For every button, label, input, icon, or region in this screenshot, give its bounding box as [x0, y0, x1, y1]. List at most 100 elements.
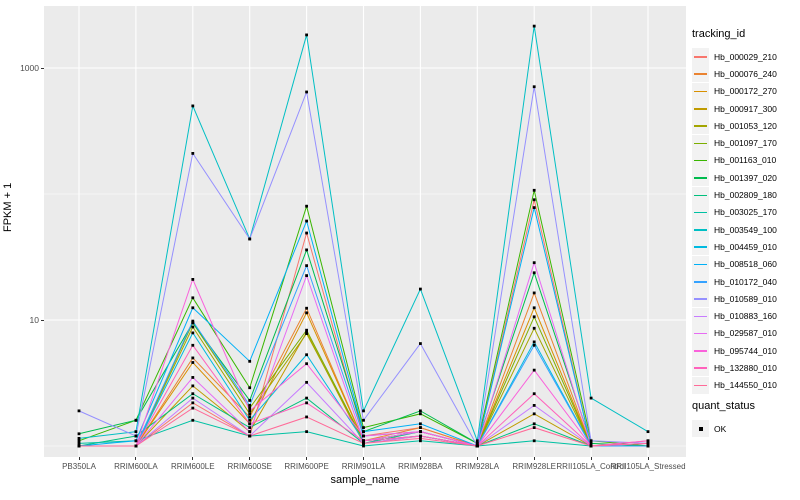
- data-point: [646, 430, 650, 434]
- x-tick-label: RRIM928BA: [398, 462, 443, 471]
- legend-item: Hb_095744_010: [692, 342, 777, 360]
- x-tick-label: RRIM600LE: [171, 462, 215, 471]
- legend-key: [692, 134, 709, 152]
- data-point: [248, 399, 252, 402]
- data-point: [191, 384, 195, 388]
- legend-line-icon: [694, 211, 707, 214]
- data-point: [362, 439, 365, 443]
- data-point: [134, 439, 138, 443]
- y-tick-label: 1000: [20, 63, 39, 73]
- legend-item-label: Hb_001097_170: [714, 138, 777, 149]
- data-point: [362, 444, 365, 448]
- legend-key: [692, 186, 709, 204]
- data-point: [305, 33, 308, 37]
- data-point: [191, 396, 195, 400]
- data-point: [191, 319, 195, 323]
- legend-item-label: Hb_000917_300: [714, 103, 777, 114]
- legend-item-label: Hb_000029_210: [714, 51, 777, 62]
- data-point: [134, 418, 138, 422]
- x-tick: [306, 457, 308, 460]
- legend-item: Hb_000172_270: [692, 82, 777, 100]
- data-point: [191, 325, 195, 329]
- legend-line-icon: [694, 159, 707, 162]
- data-point: [532, 85, 536, 89]
- data-point: [646, 439, 650, 443]
- x-tick-label: RRIM600SE: [227, 462, 272, 471]
- data-point: [532, 343, 536, 347]
- legend-line-icon: [694, 315, 707, 318]
- legend2-item-label: OK: [714, 423, 727, 434]
- data-point: [305, 306, 308, 310]
- legend-key: [692, 151, 709, 169]
- legend-item-label: Hb_001053_120: [714, 120, 777, 131]
- data-point: [191, 343, 195, 347]
- legend-key: [692, 48, 709, 66]
- plot-panel: [44, 6, 686, 457]
- data-point: [134, 430, 138, 434]
- data-point: [248, 418, 252, 422]
- legend-key: [692, 238, 709, 256]
- data-point: [248, 412, 252, 416]
- legend-item: Hb_010172_040: [692, 273, 777, 290]
- data-point: [305, 430, 308, 434]
- legend-item: Hb_008518_060: [692, 255, 777, 273]
- legend-key: [692, 255, 709, 273]
- legend-line-icon: [694, 229, 707, 231]
- data-point: [305, 248, 308, 252]
- legend-item-label: Hb_010589_010: [714, 293, 777, 304]
- data-point: [191, 406, 195, 410]
- legend-item: Hb_000076_240: [692, 65, 777, 83]
- legend-item: Hb_000029_210: [692, 48, 777, 66]
- legend-key: [692, 203, 709, 221]
- data-point: [532, 24, 536, 28]
- legend-item-label: Hb_000172_270: [714, 86, 777, 97]
- legend-key: [692, 324, 709, 342]
- data-point: [305, 353, 308, 357]
- legend-key: [692, 100, 709, 118]
- legend-key: [692, 376, 709, 394]
- data-point: [248, 409, 252, 413]
- x-tick-label: RRIM600PE: [284, 462, 329, 471]
- data-point: [191, 331, 195, 335]
- data-point: [589, 439, 593, 443]
- data-point: [191, 306, 195, 310]
- y-axis-title: FPKM + 1: [2, 182, 14, 232]
- data-point: [589, 396, 593, 400]
- legend-line-icon: [694, 125, 707, 127]
- legend-key: [692, 273, 709, 290]
- data-point: [419, 426, 422, 429]
- data-point: [248, 434, 252, 438]
- data-point: [191, 278, 195, 281]
- data-point: [305, 311, 308, 315]
- data-point: [475, 439, 479, 443]
- data-point: [248, 406, 252, 410]
- data-point: [191, 356, 195, 360]
- data-point: [532, 198, 536, 202]
- legend-item: Hb_010589_010: [692, 290, 777, 308]
- data-point: [532, 261, 536, 265]
- data-point: [646, 444, 650, 448]
- ok-marker-key: [692, 420, 709, 438]
- data-point: [305, 401, 308, 405]
- data-point: [77, 439, 81, 443]
- legend-item-label: Hb_008518_060: [714, 259, 777, 270]
- legend-item: Hb_132880_010: [692, 359, 777, 377]
- data-point: [532, 315, 536, 319]
- data-point: [191, 296, 195, 300]
- legend-line-icon: [694, 142, 707, 145]
- x-tick: [590, 457, 592, 460]
- legend-line-icon: [694, 108, 707, 110]
- data-point: [191, 104, 195, 108]
- data-point: [248, 422, 252, 426]
- data-point: [305, 219, 308, 223]
- data-point: [419, 439, 422, 443]
- data-point: [305, 332, 308, 335]
- x-axis-title: sample_name: [330, 474, 400, 486]
- data-point: [589, 441, 593, 445]
- data-point: [77, 436, 81, 440]
- legend-item-label: Hb_095744_010: [714, 345, 777, 356]
- y-tick: [41, 67, 44, 69]
- legend-item-label: Hb_001397_020: [714, 172, 777, 183]
- legend-key: [692, 82, 709, 100]
